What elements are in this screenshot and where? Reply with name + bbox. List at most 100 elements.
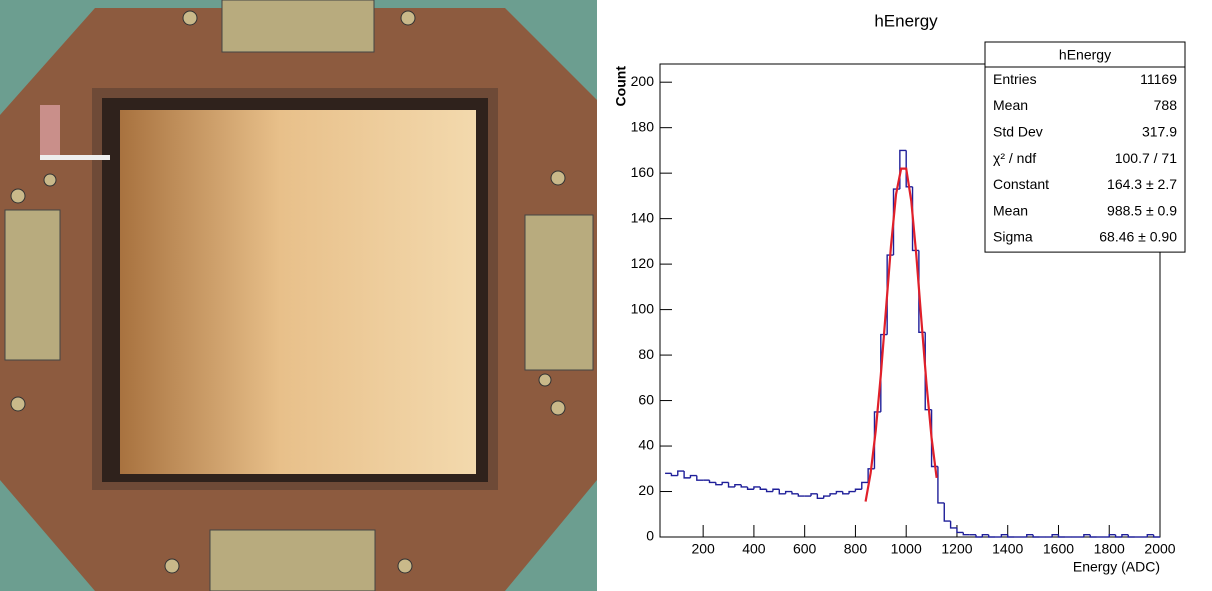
x-tick-label: 1600 (1043, 541, 1074, 557)
histogram-bin (1007, 534, 1015, 538)
histogram-bin (721, 481, 729, 485)
chart-title: hEnergy (874, 11, 938, 30)
histogram-bin (1032, 534, 1040, 538)
stats-value: 100.7 / 71 (1115, 150, 1177, 166)
histogram-bin (784, 490, 792, 494)
stats-value: 988.5 ± 0.9 (1107, 202, 1177, 218)
x-axis-label: Energy (ADC) (1073, 559, 1160, 575)
histogram-bin (829, 493, 837, 497)
histogram-bin (772, 488, 780, 492)
wire (40, 155, 110, 160)
histogram-bin (1083, 534, 1091, 537)
histogram-bin (670, 473, 678, 477)
y-tick-label: 40 (638, 437, 654, 453)
histogram-bin (1146, 534, 1154, 537)
stats-label: Constant (993, 176, 1049, 192)
histogram-bin (981, 534, 989, 537)
histogram-bin (1051, 534, 1059, 537)
y-tick-label: 180 (631, 118, 655, 134)
mount-holes (10, 10, 566, 574)
histogram-bin (677, 470, 685, 476)
connector-left (4, 209, 61, 361)
connector-top (221, 0, 375, 53)
histogram-bin (835, 490, 843, 494)
histogram-bin (1000, 534, 1008, 537)
histogram-bin (867, 468, 875, 483)
connector-bottom (209, 529, 376, 591)
histogram-bin (842, 491, 850, 495)
histogram-bin (696, 475, 704, 481)
x-tick-label: 200 (691, 541, 715, 557)
histogram-bin (727, 482, 735, 488)
histogram-bin (810, 493, 818, 497)
y-tick-label: 160 (631, 164, 655, 180)
histogram-bin (759, 486, 767, 490)
histogram-bin (962, 532, 970, 536)
y-tick-label: 120 (631, 255, 655, 271)
histogram-bin (708, 480, 716, 484)
histogram-bin (937, 466, 945, 504)
x-tick-label: 1000 (891, 541, 922, 557)
stats-value: 317.9 (1142, 123, 1177, 139)
x-tick-label: 600 (793, 541, 817, 557)
stats-frame (984, 41, 1186, 253)
stats-label: Mean (993, 97, 1028, 113)
stats-label: χ² / ndf (993, 150, 1036, 166)
y-tick-label: 20 (638, 482, 654, 498)
histogram-bin (778, 489, 786, 495)
histogram-bin (987, 534, 996, 538)
histogram-chart: hEnergy Energy (ADC) Count 200 400 600 800 1… (613, 11, 1186, 575)
tab (40, 105, 60, 155)
stats-label: Mean (993, 202, 1028, 218)
x-tick-label: 2000 (1144, 541, 1175, 557)
x-tick-label: 800 (844, 541, 868, 557)
y-tick-label: 200 (631, 73, 655, 89)
y-axis-label: Count (613, 66, 629, 107)
histogram-bin (740, 484, 748, 488)
x-tick-label: 1800 (1094, 541, 1125, 557)
histogram-bin (734, 483, 742, 487)
histogram-bin (1026, 534, 1034, 537)
y-tick-label: 80 (638, 346, 654, 362)
x-tick-label: 1200 (941, 541, 972, 557)
stats-value: 68.46 ± 0.90 (1099, 229, 1177, 245)
gem-foil (120, 110, 476, 474)
histogram-bin (753, 486, 761, 490)
histogram-bin (746, 486, 754, 490)
histogram-bin (975, 534, 983, 538)
histogram-bin (765, 489, 773, 493)
stats-label: Std Dev (993, 123, 1043, 139)
histogram-bin (1089, 534, 1097, 538)
y-tick-label: 0 (646, 528, 654, 544)
histogram-bin (1121, 534, 1129, 537)
histogram-bin (1057, 534, 1065, 538)
histogram-bin (956, 527, 964, 534)
stats-value: 11169 (1140, 71, 1177, 87)
plot-frame (659, 63, 1161, 538)
histogram-bin (689, 474, 697, 478)
histogram-bin (905, 150, 913, 188)
histogram-bin (943, 502, 951, 522)
x-tick-label: 400 (742, 541, 766, 557)
stats-title: hEnergy (1059, 47, 1111, 63)
histogram-bin (1127, 534, 1135, 538)
fit-curve (864, 167, 938, 502)
histogram-bin (683, 471, 691, 479)
histogram-bin (715, 482, 723, 486)
histogram-bin (797, 493, 805, 497)
histogram-bin (1108, 534, 1116, 537)
y-tick-label: 100 (631, 300, 655, 316)
stats-value: 164.3 ± 2.7 (1107, 176, 1177, 192)
x-tick-label: 1400 (992, 541, 1023, 557)
stats-label: Entries (993, 71, 1037, 87)
histogram-bin (949, 521, 957, 529)
detector-photo (0, 0, 597, 591)
histogram-bin (861, 481, 869, 490)
y-tick-label: 60 (638, 391, 654, 407)
histogram-bin (1114, 534, 1122, 538)
histogram-bin (854, 488, 862, 492)
stats-value: 788 (1154, 97, 1178, 113)
connector-right (524, 214, 594, 371)
histogram-bin (1152, 534, 1160, 538)
